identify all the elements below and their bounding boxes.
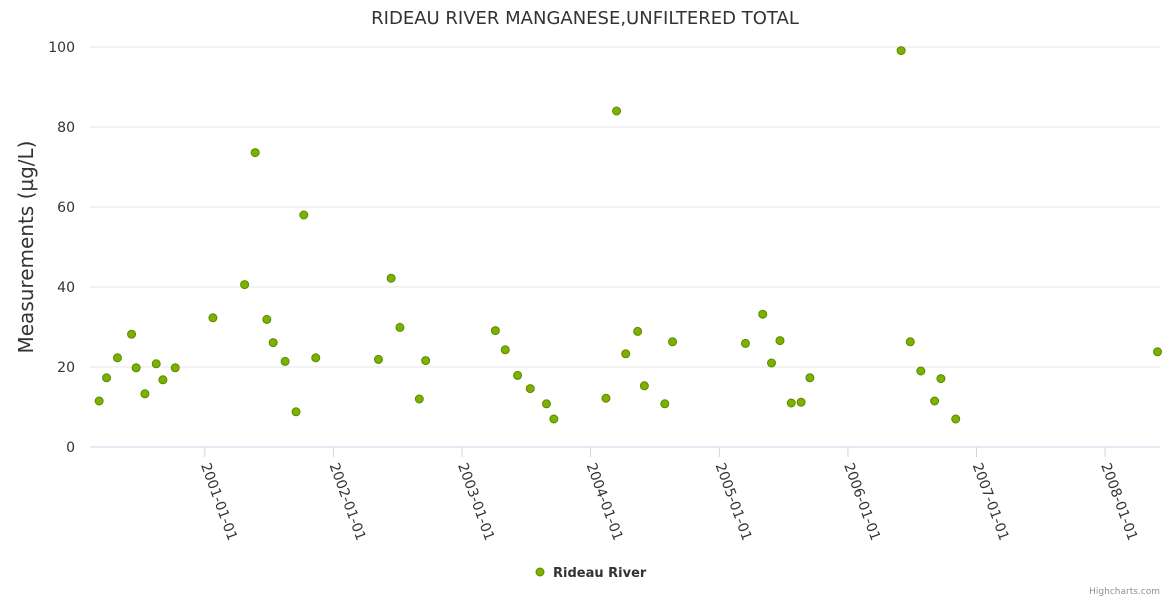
data-point[interactable]: [805, 373, 815, 383]
data-point[interactable]: [896, 46, 906, 56]
data-point[interactable]: [311, 353, 321, 363]
data-point[interactable]: [386, 273, 396, 283]
y-tick-label: 0: [66, 440, 75, 456]
y-axis-ticks: 0 20 40 60 80 100: [48, 40, 75, 456]
data-point[interactable]: [786, 398, 796, 408]
data-point[interactable]: [767, 358, 777, 368]
data-point[interactable]: [291, 407, 301, 417]
data-point[interactable]: [299, 210, 309, 220]
data-point[interactable]: [112, 353, 122, 363]
credits-link[interactable]: Highcharts.com: [1089, 587, 1160, 597]
y-tick-label: 60: [57, 200, 75, 216]
data-point[interactable]: [127, 329, 137, 339]
data-point[interactable]: [601, 393, 611, 403]
data-point[interactable]: [951, 414, 961, 424]
data-point[interactable]: [208, 313, 218, 323]
data-point[interactable]: [612, 106, 622, 116]
legend[interactable]: Rideau River: [535, 566, 647, 581]
legend-marker[interactable]: [535, 567, 545, 577]
data-point[interactable]: [421, 356, 431, 366]
data-point[interactable]: [740, 338, 750, 348]
data-point[interactable]: [775, 336, 785, 346]
data-point[interactable]: [513, 370, 523, 380]
data-point[interactable]: [639, 381, 649, 391]
data-point[interactable]: [660, 399, 670, 409]
data-point[interactable]: [250, 148, 260, 158]
chart-title: RIDEAU RIVER MANGANESE,UNFILTERED TOTAL: [371, 8, 799, 29]
data-point[interactable]: [240, 280, 250, 290]
data-point[interactable]: [151, 359, 161, 369]
data-point[interactable]: [930, 396, 940, 406]
data-point[interactable]: [490, 326, 500, 336]
y-tick-label: 80: [57, 120, 75, 136]
y-axis-title: Measurements (µg/L): [14, 141, 38, 354]
y-tick-label: 100: [48, 40, 75, 56]
legend-item-rideau-river[interactable]: Rideau River: [553, 566, 647, 581]
data-point[interactable]: [170, 363, 180, 373]
data-point[interactable]: [373, 354, 383, 364]
data-point[interactable]: [500, 345, 510, 355]
data-point[interactable]: [158, 375, 168, 385]
y-tick-label: 40: [57, 280, 75, 296]
data-point[interactable]: [262, 314, 272, 324]
data-point[interactable]: [1153, 347, 1163, 357]
data-point[interactable]: [936, 374, 946, 384]
data-point[interactable]: [395, 322, 405, 332]
data-point[interactable]: [668, 337, 678, 347]
data-point[interactable]: [525, 384, 535, 394]
data-point[interactable]: [140, 389, 150, 399]
data-point[interactable]: [621, 349, 631, 359]
data-point[interactable]: [549, 414, 559, 424]
data-point[interactable]: [131, 363, 141, 373]
y-gridlines: [90, 46, 1160, 368]
data-point[interactable]: [905, 337, 915, 347]
data-point[interactable]: [280, 356, 290, 366]
data-point[interactable]: [796, 397, 806, 407]
y-tick-label: 20: [57, 360, 75, 376]
data-point[interactable]: [268, 338, 278, 348]
series-rideau-river[interactable]: [94, 46, 1163, 424]
data-point[interactable]: [633, 326, 643, 336]
data-point[interactable]: [102, 373, 112, 383]
data-point[interactable]: [916, 366, 926, 376]
data-point[interactable]: [94, 396, 104, 406]
data-point[interactable]: [758, 309, 768, 319]
data-point[interactable]: [414, 394, 424, 404]
data-point[interactable]: [541, 399, 551, 409]
